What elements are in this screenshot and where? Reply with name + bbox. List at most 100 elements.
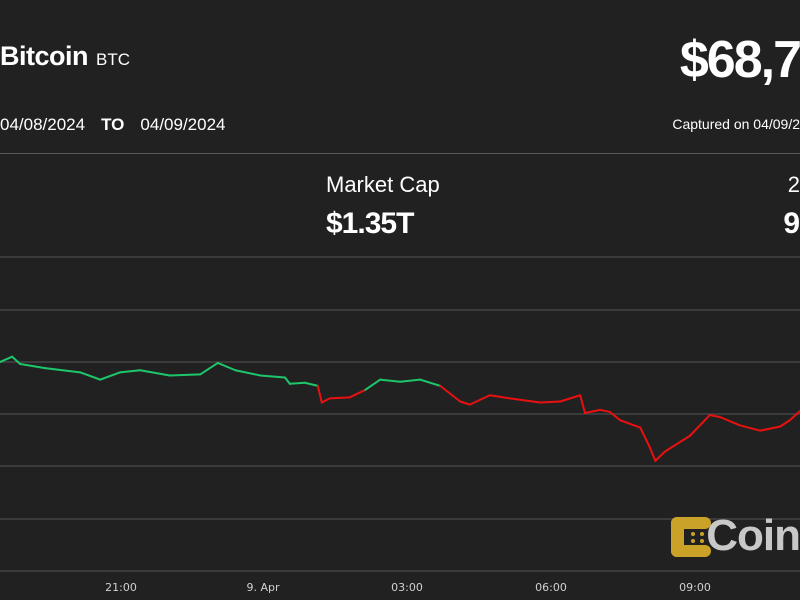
price-line-segment [639,426,651,449]
coin-symbol: BTC [96,50,130,69]
price-line-segment [539,400,562,404]
price-point [779,425,781,428]
coin-name: Bitcoin [0,41,89,71]
price-line-segment [11,355,22,365]
price-line-segment [168,373,202,377]
price-point [317,385,319,387]
price-line-segment [708,414,722,419]
price-line-segment [139,369,171,377]
price-point [469,404,471,406]
price-line-segment [304,381,319,387]
price-line-segment [619,419,642,429]
header-divider [0,153,800,154]
price-line-segment [579,394,586,414]
price-point [664,450,666,453]
price-line-segment [199,361,219,376]
price-point [399,381,401,383]
price-point [11,356,13,358]
x-tick-label: 03:00 [391,581,423,594]
price-point [199,373,201,376]
price-line-segment [468,394,491,406]
x-tick-label: 09:00 [679,581,711,594]
price-line-segment [316,384,323,404]
price-point [709,414,711,416]
price-line-segment [439,384,462,403]
price-line-segment [379,378,402,383]
price-point [619,419,621,421]
price-line-segment [779,419,791,428]
stat-value-partial: 9 [783,207,800,240]
price-point [489,394,491,396]
price-line-segment [259,374,286,379]
price-point [0,361,1,363]
price-point [99,379,101,381]
price-point [79,371,81,373]
price-point [439,385,441,387]
price-point [639,426,641,429]
price-point [139,369,141,371]
price-line-segment [559,394,582,403]
captured-timestamp: Captured on 04/09/2 [672,116,800,132]
price-line-segment [508,397,542,404]
price-point [789,419,791,421]
price-point [119,371,121,373]
price-line-segment [216,361,237,372]
price-point [739,424,741,427]
price-point [364,389,366,391]
price-line-segment [584,408,602,414]
price-line-segment [288,381,306,385]
price-line-segment [688,414,711,437]
x-tick-label: 06:00 [535,581,567,594]
price-point [329,397,331,399]
price-point [649,446,651,448]
price-line-segment [19,363,46,370]
price-point [289,383,291,385]
price-point [584,412,586,414]
x-tick-label: 9. Apr [246,581,279,594]
price-line-segment [759,425,782,432]
date-from: 04/08/2024 [0,115,86,134]
x-tick-label: 21:00 [105,581,137,594]
price-point [169,374,171,377]
price-point [349,396,351,398]
price-line-segment [44,367,82,374]
market-cap-label: Market Cap [326,172,440,197]
price-line-segment [399,378,422,383]
price-point [579,394,581,396]
price-line-segment [320,397,331,404]
price-line-segment [599,408,611,413]
price-point [304,382,306,384]
price-point [599,409,601,411]
price-line-segment [79,371,102,381]
price-point [284,376,286,379]
price-line-segment [654,450,666,462]
price-point [217,362,219,364]
price-point [44,367,46,369]
price-line-segment [419,378,442,387]
date-to-label: TO [101,115,125,134]
price-line-segment [119,369,142,374]
price-point [234,369,236,371]
price-point [539,401,541,404]
price-point [19,363,21,365]
price-point [559,400,561,403]
price-point [609,411,611,413]
price-line-segment [664,434,691,453]
price-line-segment [719,416,742,427]
price-line-segment [459,400,471,406]
price-point [689,435,691,437]
price-line-segment [488,394,511,400]
price-line-segment [99,371,122,381]
price-line-segment [364,378,382,392]
price-line-segment [0,355,14,363]
price-line-segment [284,376,291,385]
price-point [321,401,323,404]
price-point [509,397,511,399]
date-to: 04/09/2024 [140,115,226,134]
price-point [719,416,721,418]
price-point [259,374,261,377]
stat-label-partial: 2 [787,172,800,197]
price-line-segment [348,389,366,399]
price-point [654,460,657,462]
coindesk-logo-icon [671,517,711,557]
